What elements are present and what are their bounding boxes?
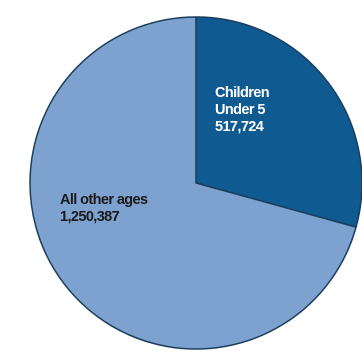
label-line-under-5: Under 5 [215, 102, 265, 118]
label-line-children-count: 517,724 [215, 119, 264, 135]
slice-label-children-under-5: Children Under 5 517,724 [215, 85, 272, 135]
slice-all-other-ages [29, 16, 357, 350]
label-line-other-count: 1,250,387 [60, 209, 120, 225]
slice-label-all-other-ages: All other ages 1,250,387 [60, 192, 151, 225]
label-line-all-other-ages: All other ages [60, 192, 148, 208]
label-line-children: Children [215, 85, 269, 101]
